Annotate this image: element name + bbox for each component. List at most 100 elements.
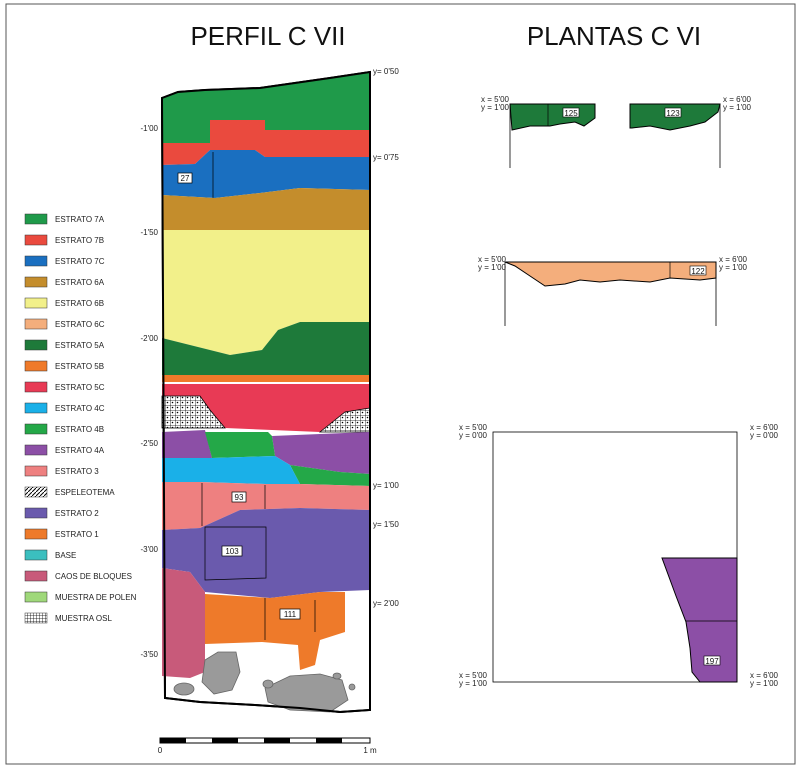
legend-swatch	[24, 507, 48, 519]
plan-2: 122 x = 5'00 y = 1'00 x = 6'00 y = 1'00	[478, 255, 748, 326]
legend-label: ESTRATO 3	[55, 467, 99, 476]
plan3-tr-x: x = 6'00	[750, 423, 779, 432]
plan3-tag-197: 197	[705, 657, 719, 666]
legend-swatch	[24, 402, 48, 414]
plan2-x-left: x = 5'00	[478, 255, 507, 264]
scale-end: 1 m	[363, 746, 377, 755]
legend-swatch	[24, 465, 48, 477]
stone-1	[201, 651, 241, 695]
legend-label: ESTRATO 7C	[55, 257, 105, 266]
legend-label: ESTRATO 5B	[55, 362, 104, 371]
depth-label: -1'00	[140, 124, 158, 133]
plan3-bl-x: x = 5'00	[459, 671, 488, 680]
profile-y-labels: y= 0'50 y= 0'75 y= 1'00 y= 1'50 y= 2'00	[373, 67, 399, 608]
legend-label: CAOS DE BLOQUES	[55, 572, 132, 581]
depth-label: -2'50	[140, 439, 158, 448]
layer-5c	[162, 384, 370, 432]
legend-swatch	[24, 549, 48, 561]
layer-4a-left	[162, 430, 212, 458]
outer-frame	[5, 3, 796, 765]
layer-caos	[162, 568, 205, 678]
scale-bar: 0 1 m	[158, 737, 377, 755]
legend-swatch	[24, 444, 48, 456]
plan-1: 125 123 x = 5'00 y = 1'00 x = 6'00 y = 1…	[481, 95, 752, 168]
legend-swatch	[24, 318, 48, 330]
legend-label: ESTRATO 2	[55, 509, 99, 518]
layer-1	[205, 592, 345, 670]
legend-label: ESTRATO 6A	[55, 278, 105, 287]
legend-swatch	[24, 213, 48, 225]
legend-swatch	[24, 570, 48, 582]
legend-swatch	[24, 360, 48, 372]
plan3-tl-x: x = 5'00	[459, 423, 488, 432]
layer-4c	[162, 456, 300, 484]
legend-label: MUESTRA DE POLEN	[55, 593, 137, 602]
osl-sample-left	[161, 395, 226, 429]
legend-swatch	[24, 381, 48, 393]
plan1-x-left: x = 5'00	[481, 95, 510, 104]
legend-swatch	[24, 255, 48, 267]
layer-5b	[162, 375, 370, 382]
stone-2	[264, 673, 349, 713]
y-label: y= 2'00	[373, 599, 399, 608]
depth-labels: -1'00 -1'50 -2'00 -2'50 -3'00 -3'50	[140, 124, 158, 659]
legend-swatch	[24, 339, 48, 351]
layer-5a	[162, 322, 370, 375]
legend-label: ESTRATO 5C	[55, 383, 105, 392]
depth-label: -2'00	[140, 334, 158, 343]
plantas-title: PLANTAS C VI	[527, 21, 701, 51]
plan3-layer-4a	[661, 557, 738, 683]
legend-label: ESTRATO 5A	[55, 341, 105, 350]
depth-label: -3'00	[140, 545, 158, 554]
y-label: y= 1'50	[373, 520, 399, 529]
legend-swatch	[24, 486, 48, 498]
legend-label: ESTRATO 4A	[55, 446, 105, 455]
plan1-tag-123: 123	[666, 109, 680, 118]
plan2-y-left: y = 1'00	[478, 263, 507, 272]
legend-swatch	[24, 423, 48, 435]
tag-111: 111	[284, 610, 297, 619]
plan-3: 197 x = 5'00 y = 0'00 x = 6'00 y = 0'00 …	[459, 423, 779, 688]
profile-section	[160, 70, 371, 714]
plan1-y-left: y = 1'00	[481, 103, 510, 112]
plan1-y-right: y = 1'00	[723, 103, 752, 112]
y-label: y= 0'50	[373, 67, 399, 76]
tag-93: 93	[235, 493, 244, 502]
tag-103: 103	[225, 547, 239, 556]
legend-swatch	[24, 234, 48, 246]
layer-7c	[162, 150, 370, 198]
scale-start: 0	[158, 746, 163, 755]
legend-label: ESPELEOTEMA	[55, 488, 115, 497]
layer-4a-right	[272, 432, 370, 474]
legend-swatch	[24, 276, 48, 288]
plan2-layer	[504, 261, 717, 287]
stone-3	[173, 682, 195, 696]
stone-5	[332, 672, 342, 680]
legend-swatch	[24, 612, 48, 624]
legend: ESTRATO 7A ESTRATO 7B ESTRATO 7C ESTRATO 6A…	[24, 213, 137, 624]
plan2-x-right: x = 6'00	[719, 255, 748, 264]
layer-3	[162, 482, 370, 530]
plan3-tl-y: y = 0'00	[459, 431, 488, 440]
y-label: y= 1'00	[373, 481, 399, 490]
legend-label: ESTRATO 4B	[55, 425, 104, 434]
legend-label: ESTRATO 7B	[55, 236, 104, 245]
legend-label: MUESTRA OSL	[55, 614, 112, 623]
profile-tags: 27 93 103 111	[177, 172, 301, 620]
layer-6a	[162, 188, 370, 230]
y-label: y= 0'75	[373, 153, 399, 162]
legend-label: BASE	[55, 551, 76, 560]
legend-label: ESTRATO 7A	[55, 215, 105, 224]
legend-swatch	[24, 528, 48, 540]
layer-4b-top	[205, 432, 275, 458]
depth-label: -3'50	[140, 650, 158, 659]
legend-swatch	[24, 297, 48, 309]
stone-6	[348, 683, 356, 691]
plan3-tr-y: y = 0'00	[750, 431, 779, 440]
plan3-br-x: x = 6'00	[750, 671, 779, 680]
legend-label: ESTRATO 6B	[55, 299, 104, 308]
plan3-bl-y: y = 1'00	[459, 679, 488, 688]
plan3-br-y: y = 1'00	[750, 679, 779, 688]
plan1-tag-125: 125	[564, 109, 578, 118]
